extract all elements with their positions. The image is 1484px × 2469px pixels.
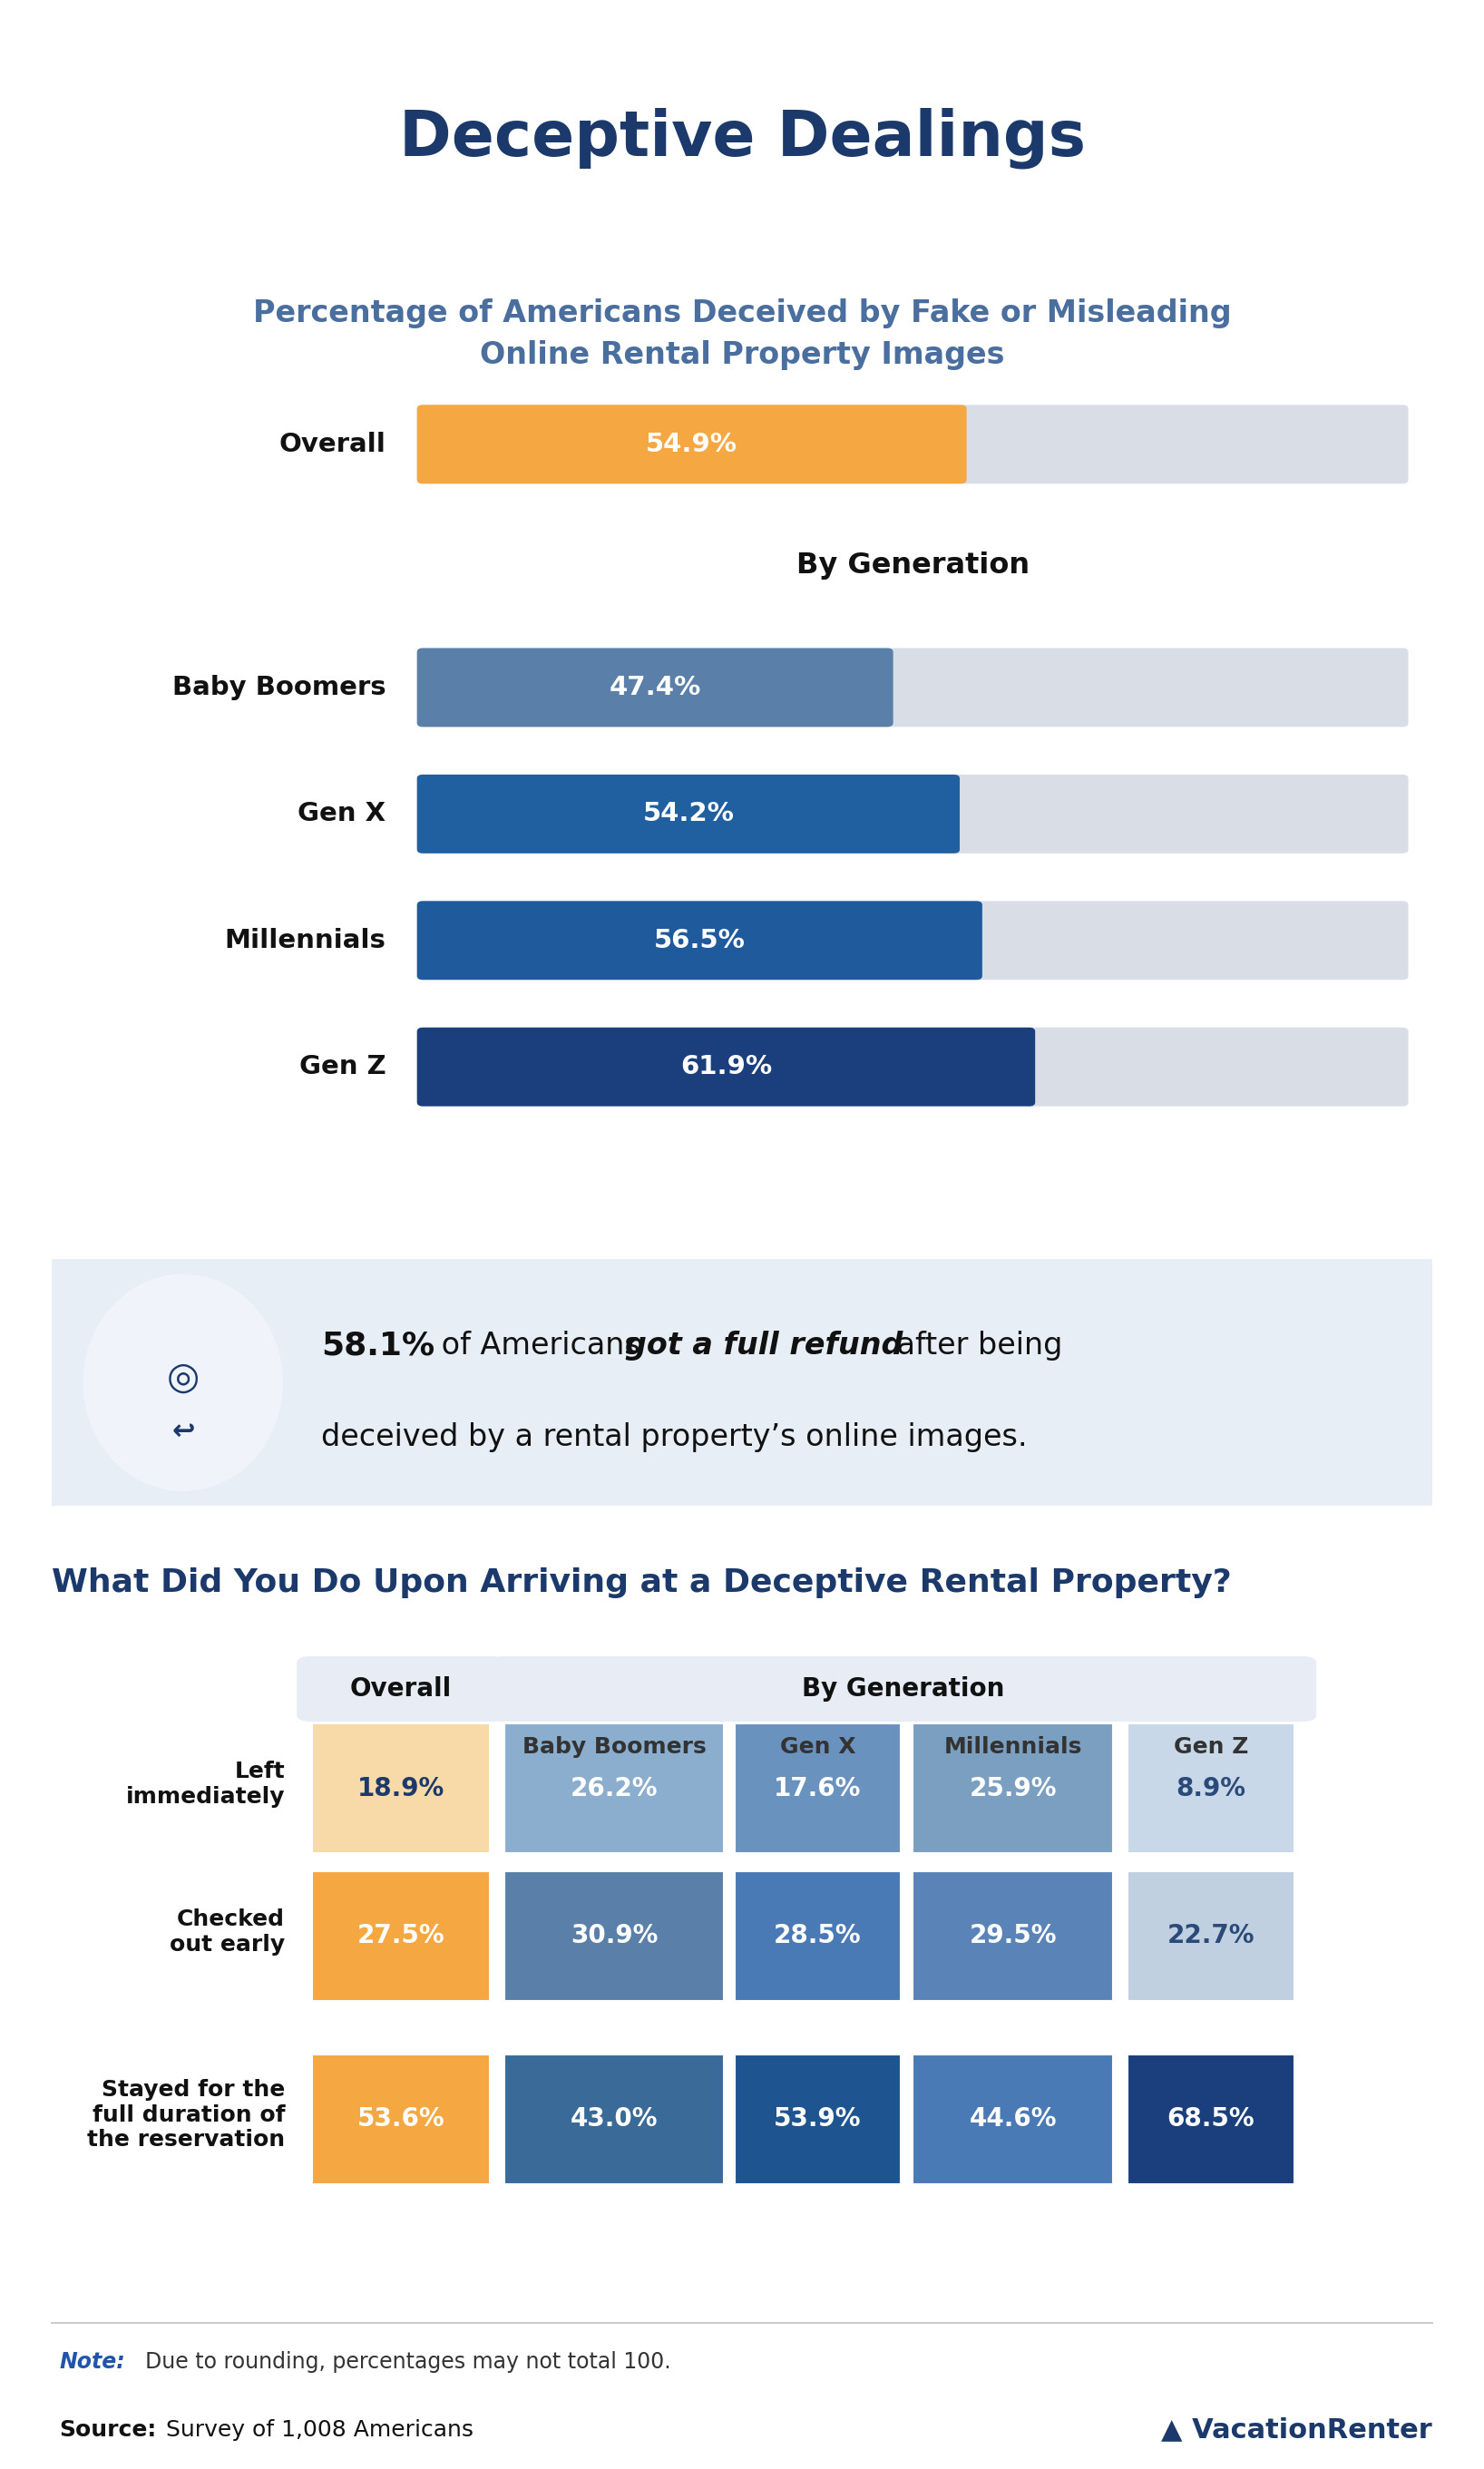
Text: Deceptive Dealings: Deceptive Dealings: [399, 109, 1085, 168]
Text: Baby Boomers: Baby Boomers: [522, 1736, 706, 1758]
Text: 44.6%: 44.6%: [969, 2106, 1057, 2131]
FancyBboxPatch shape: [417, 901, 982, 980]
FancyBboxPatch shape: [735, 1872, 901, 2000]
Text: deceived by a rental property’s online images.: deceived by a rental property’s online i…: [321, 1422, 1027, 1452]
Text: 26.2%: 26.2%: [571, 1775, 657, 1800]
Text: ▲ VacationRenter: ▲ VacationRenter: [1160, 2417, 1432, 2442]
Text: of Americans: of Americans: [432, 1331, 650, 1360]
Text: 53.6%: 53.6%: [356, 2106, 445, 2131]
FancyBboxPatch shape: [417, 647, 893, 726]
Text: Percentage of Americans Deceived by Fake or Misleading
Online Rental Property Im: Percentage of Americans Deceived by Fake…: [252, 299, 1232, 370]
FancyBboxPatch shape: [1128, 2054, 1294, 2183]
Text: 68.5%: 68.5%: [1166, 2106, 1255, 2131]
Text: 30.9%: 30.9%: [571, 1923, 657, 1948]
FancyBboxPatch shape: [10, 1252, 1474, 1513]
Text: 56.5%: 56.5%: [654, 928, 745, 953]
FancyBboxPatch shape: [417, 1027, 1036, 1106]
Text: Checked
out early: Checked out early: [169, 1909, 285, 1955]
FancyBboxPatch shape: [1128, 1723, 1294, 1854]
FancyBboxPatch shape: [417, 1027, 1408, 1106]
Text: Gen X: Gen X: [779, 1736, 856, 1758]
Ellipse shape: [83, 1274, 283, 1491]
Text: 61.9%: 61.9%: [680, 1054, 772, 1079]
FancyBboxPatch shape: [735, 1723, 901, 1854]
Text: Millennials: Millennials: [944, 1736, 1082, 1758]
FancyBboxPatch shape: [417, 405, 966, 484]
FancyBboxPatch shape: [312, 1723, 490, 1854]
FancyBboxPatch shape: [297, 1657, 505, 1721]
Text: 25.9%: 25.9%: [969, 1775, 1057, 1800]
Text: By Generation: By Generation: [801, 1676, 1005, 1701]
Text: 54.9%: 54.9%: [646, 432, 738, 457]
Text: 29.5%: 29.5%: [969, 1923, 1057, 1948]
FancyBboxPatch shape: [505, 1723, 724, 1854]
Text: 8.9%: 8.9%: [1175, 1775, 1247, 1800]
Text: By Generation: By Generation: [795, 553, 1030, 580]
FancyBboxPatch shape: [417, 901, 1408, 980]
Text: 27.5%: 27.5%: [356, 1923, 445, 1948]
FancyBboxPatch shape: [490, 1657, 1316, 1721]
Text: Baby Boomers: Baby Boomers: [172, 674, 386, 701]
Text: 53.9%: 53.9%: [775, 2106, 861, 2131]
FancyBboxPatch shape: [312, 2054, 490, 2183]
Text: 18.9%: 18.9%: [358, 1775, 444, 1800]
FancyBboxPatch shape: [417, 775, 960, 854]
Text: Survey of 1,008 Americans: Survey of 1,008 Americans: [166, 2420, 473, 2442]
Text: 58.1%: 58.1%: [321, 1331, 435, 1360]
Text: Due to rounding, percentages may not total 100.: Due to rounding, percentages may not tot…: [145, 2350, 671, 2373]
Text: 22.7%: 22.7%: [1168, 1923, 1254, 1948]
Text: Left
immediately: Left immediately: [126, 1760, 285, 1807]
Text: 17.6%: 17.6%: [775, 1775, 861, 1800]
Text: ↩: ↩: [172, 1420, 194, 1444]
FancyBboxPatch shape: [505, 2054, 724, 2183]
FancyBboxPatch shape: [417, 775, 1408, 854]
Text: ◎: ◎: [166, 1358, 199, 1397]
Text: Overall: Overall: [279, 432, 386, 457]
Text: Overall: Overall: [350, 1676, 451, 1701]
Text: 54.2%: 54.2%: [643, 802, 735, 827]
FancyBboxPatch shape: [505, 1872, 724, 2000]
FancyBboxPatch shape: [913, 2054, 1113, 2183]
Text: Note:: Note:: [59, 2350, 125, 2373]
Text: Millennials: Millennials: [224, 928, 386, 953]
Text: got a full refund: got a full refund: [625, 1331, 902, 1360]
FancyBboxPatch shape: [913, 1872, 1113, 2000]
FancyBboxPatch shape: [417, 647, 1408, 726]
Text: 47.4%: 47.4%: [608, 674, 700, 701]
Text: Stayed for the
full duration of
the reservation: Stayed for the full duration of the rese…: [88, 2079, 285, 2150]
FancyBboxPatch shape: [312, 1872, 490, 2000]
Text: What Did You Do Upon Arriving at a Deceptive Rental Property?: What Did You Do Upon Arriving at a Decep…: [52, 1568, 1232, 1597]
FancyBboxPatch shape: [1128, 1872, 1294, 2000]
Text: after being: after being: [887, 1331, 1063, 1360]
FancyBboxPatch shape: [913, 1723, 1113, 1854]
Text: 43.0%: 43.0%: [571, 2106, 657, 2131]
Text: Gen Z: Gen Z: [1174, 1736, 1248, 1758]
FancyBboxPatch shape: [735, 2054, 901, 2183]
Text: Gen Z: Gen Z: [300, 1054, 386, 1079]
FancyBboxPatch shape: [417, 405, 1408, 484]
Text: Gen X: Gen X: [298, 802, 386, 827]
Text: Source:: Source:: [59, 2420, 157, 2442]
Text: 28.5%: 28.5%: [773, 1923, 862, 1948]
